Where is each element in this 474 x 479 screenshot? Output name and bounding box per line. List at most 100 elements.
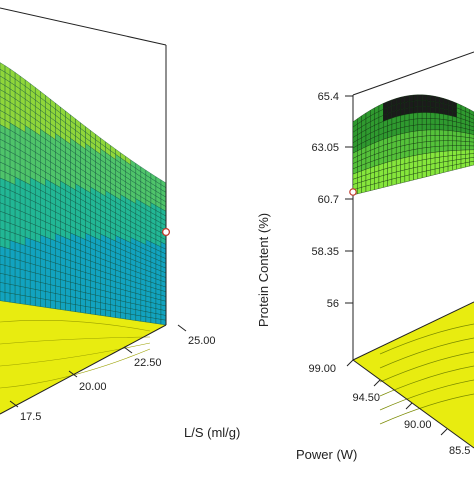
right-x-tick-label: 99.00 (308, 363, 336, 375)
right-surface-facet (426, 153, 430, 159)
left-surface-facet (30, 255, 35, 265)
right-surface-facet (418, 130, 422, 136)
left-surface-facet (60, 280, 65, 289)
right-surface-facet (396, 177, 400, 184)
left-surface-facet (65, 303, 70, 311)
left-surface-facet (136, 310, 141, 316)
left-surface-facet (55, 278, 60, 287)
left-surface-facet (65, 288, 70, 296)
right-surface-facet (422, 95, 426, 101)
right-surface-facet (431, 135, 435, 141)
left-surface-facet (10, 249, 15, 259)
left-surface-facet (0, 282, 5, 292)
left-surface-facet (60, 295, 65, 303)
right-surface-facet (457, 155, 461, 160)
right-surface-facet (444, 166, 448, 172)
left-surface-facet (10, 240, 15, 250)
right-surface-facet (465, 141, 469, 145)
left-surface-facet (70, 297, 75, 305)
right-surface-facet (401, 151, 405, 158)
right-surface-facet (465, 150, 469, 154)
left-surface-facet (0, 273, 5, 283)
right-surface-facet (401, 176, 405, 183)
right-surface-facet (439, 167, 443, 173)
left-surface-facet (136, 315, 141, 321)
right-surface-facet (431, 169, 435, 176)
right-surface-facet (362, 186, 366, 193)
right-surface-facet (401, 139, 405, 146)
left-surface-facet (5, 230, 10, 240)
right-surface-facet (457, 131, 461, 136)
right-surface-facet (461, 137, 465, 142)
right-surface-facet (435, 152, 439, 158)
right-surface-facet (431, 118, 435, 124)
right-surface-facet (435, 119, 439, 125)
right-surface-facet (457, 150, 461, 155)
left-surface-facet (91, 287, 96, 295)
right-surface-facet (426, 164, 430, 171)
left-surface-facet (40, 266, 45, 275)
right-surface-facet (422, 101, 426, 107)
right-surface-facet (414, 119, 418, 126)
left-surface-facet (0, 246, 5, 256)
right-surface-facet (448, 141, 452, 146)
right-surface-facet (388, 179, 392, 186)
left-surface-facet (25, 254, 30, 264)
right-surface-facet (426, 101, 430, 107)
left-surface-facet (55, 271, 60, 280)
right-surface-facet (431, 141, 435, 147)
left-surface-facet (30, 288, 35, 297)
left-x-axis-label: L/S (ml/g) (184, 425, 240, 440)
left-surface-facet (10, 258, 15, 268)
right-surface-facet (435, 102, 439, 108)
left-surface-facet (15, 294, 20, 304)
left-surface-facet (96, 302, 101, 309)
left-surface-facet (40, 274, 45, 283)
right-surface-facet (452, 141, 456, 146)
right-surface-facet (461, 146, 465, 151)
right-surface-facet (409, 125, 413, 132)
left-surface-facet (35, 281, 40, 290)
right-surface-facet (465, 146, 469, 150)
right-surface-facet (444, 109, 448, 115)
right-surface-facet (418, 124, 422, 130)
left-surface-facet (156, 319, 161, 325)
right-z-tick-label: 60.7 (318, 194, 339, 206)
left-surface-facet (20, 252, 25, 262)
left-surface-facet (106, 297, 111, 304)
left-surface-facet (20, 295, 25, 304)
left-surface-facet (20, 261, 25, 271)
right-surface-facet (444, 135, 448, 140)
right-surface-facet (414, 95, 418, 101)
right-surface-facet (409, 150, 413, 157)
right-surface-facet (457, 164, 461, 170)
right-x-tick-label: 90.00 (404, 419, 432, 431)
right-surface-facet (444, 125, 448, 131)
left-surface-facet (10, 293, 15, 303)
left-surface-facet (126, 313, 131, 319)
right-surface-facet (461, 132, 465, 137)
left-surface-facet (0, 237, 5, 247)
right-surface-facet (418, 160, 422, 167)
right-design-point-marker (350, 189, 356, 195)
left-surface-facet (45, 291, 50, 300)
left-box-edge-top (0, 8, 166, 45)
right-surface-facet (418, 95, 422, 101)
right-surface-facet (439, 124, 443, 130)
left-surface-facet (25, 262, 30, 272)
left-surface-facet (141, 311, 146, 317)
right-z-tick-label: 58.35 (311, 246, 339, 258)
right-surface-facet (405, 151, 409, 158)
right-surface-facet (426, 136, 430, 142)
right-z-tick-label: 65.4 (318, 91, 339, 103)
right-surface-facet (422, 171, 426, 178)
right-surface-facet (357, 187, 361, 194)
right-surface-facet (405, 114, 409, 121)
right-surface-facet (409, 95, 413, 102)
right-surface-facet (448, 165, 452, 171)
left-surface-facet (146, 312, 151, 318)
left-surface-facet (0, 292, 5, 302)
right-surface-facet (435, 168, 439, 175)
